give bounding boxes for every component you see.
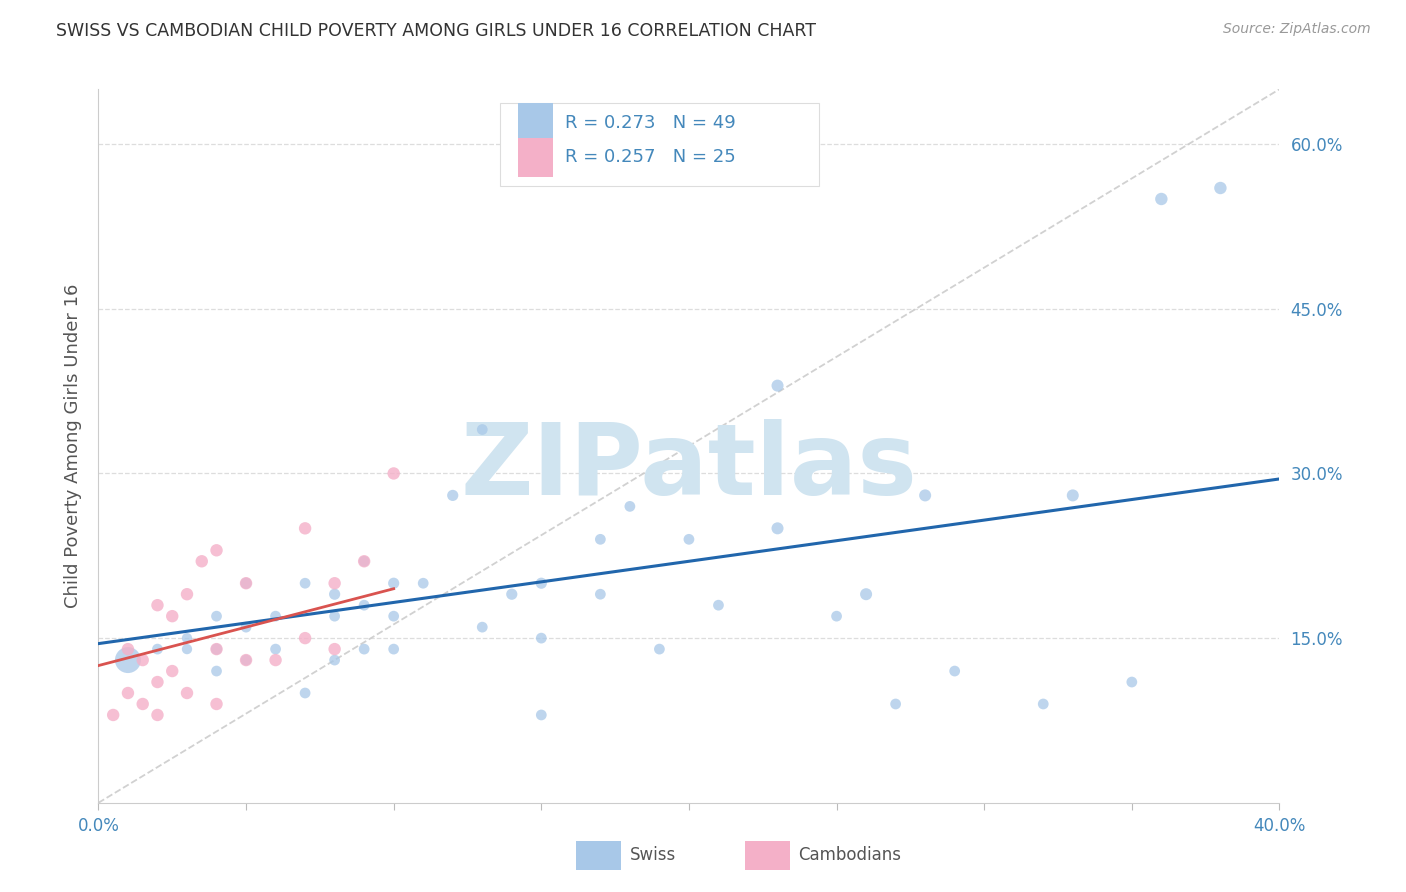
Point	[1032, 697, 1054, 711]
Point	[205, 642, 228, 657]
Point	[205, 543, 228, 558]
Point	[1062, 488, 1084, 502]
Point	[353, 554, 375, 568]
Point	[191, 554, 214, 568]
Point	[117, 686, 139, 700]
Point	[205, 664, 228, 678]
Point	[162, 664, 183, 678]
Text: Cambodians: Cambodians	[799, 847, 901, 864]
Point	[323, 653, 346, 667]
Point	[264, 653, 287, 667]
Point	[766, 378, 789, 392]
Point	[707, 598, 730, 612]
Point	[1150, 192, 1173, 206]
Text: Swiss: Swiss	[630, 847, 676, 864]
Bar	[517, 103, 553, 143]
Point	[412, 576, 434, 591]
Point	[914, 488, 936, 502]
Point	[146, 598, 169, 612]
Point	[294, 576, 316, 591]
Point	[1209, 181, 1232, 195]
Bar	[517, 137, 553, 177]
Point	[176, 642, 198, 657]
Point	[382, 576, 405, 591]
Point	[678, 533, 700, 547]
Point	[766, 521, 789, 535]
Point	[323, 642, 346, 657]
Point	[103, 708, 125, 723]
Point	[176, 631, 198, 645]
Point	[471, 423, 494, 437]
Point	[323, 576, 346, 591]
Point	[441, 488, 464, 502]
Text: R = 0.257   N = 25: R = 0.257 N = 25	[565, 148, 735, 166]
Point	[353, 554, 375, 568]
Point	[323, 587, 346, 601]
Point	[235, 576, 257, 591]
Point	[146, 642, 169, 657]
Point	[294, 631, 316, 645]
Point	[132, 697, 155, 711]
Y-axis label: Child Poverty Among Girls Under 16: Child Poverty Among Girls Under 16	[63, 284, 82, 608]
Point	[162, 609, 183, 624]
Point	[884, 697, 907, 711]
Point	[1121, 675, 1143, 690]
Text: Source: ZipAtlas.com: Source: ZipAtlas.com	[1223, 22, 1371, 37]
Point	[353, 598, 375, 612]
Point	[648, 642, 671, 657]
Point	[176, 587, 198, 601]
Point	[589, 587, 612, 601]
Point	[471, 620, 494, 634]
Point	[294, 521, 316, 535]
Point	[530, 708, 553, 723]
Point	[501, 587, 523, 601]
FancyBboxPatch shape	[501, 103, 818, 186]
Text: R = 0.273   N = 49: R = 0.273 N = 49	[565, 114, 735, 132]
Point	[855, 587, 877, 601]
Point	[235, 653, 257, 667]
Point	[176, 686, 198, 700]
Point	[205, 609, 228, 624]
Point	[382, 467, 405, 481]
Point	[825, 609, 848, 624]
Point	[294, 686, 316, 700]
Point	[235, 620, 257, 634]
Point	[264, 609, 287, 624]
Point	[117, 642, 139, 657]
Point	[589, 533, 612, 547]
Point	[205, 642, 228, 657]
Point	[146, 708, 169, 723]
Text: SWISS VS CAMBODIAN CHILD POVERTY AMONG GIRLS UNDER 16 CORRELATION CHART: SWISS VS CAMBODIAN CHILD POVERTY AMONG G…	[56, 22, 817, 40]
Point	[382, 642, 405, 657]
Point	[235, 653, 257, 667]
Point	[323, 609, 346, 624]
Point	[235, 576, 257, 591]
Point	[530, 631, 553, 645]
Point	[132, 653, 155, 667]
Point	[530, 576, 553, 591]
Text: ZIPatlas: ZIPatlas	[461, 419, 917, 516]
Point	[205, 697, 228, 711]
Point	[264, 642, 287, 657]
Point	[619, 500, 641, 514]
Point	[943, 664, 966, 678]
Point	[117, 653, 139, 667]
Point	[146, 675, 169, 690]
Point	[353, 642, 375, 657]
Point	[382, 609, 405, 624]
